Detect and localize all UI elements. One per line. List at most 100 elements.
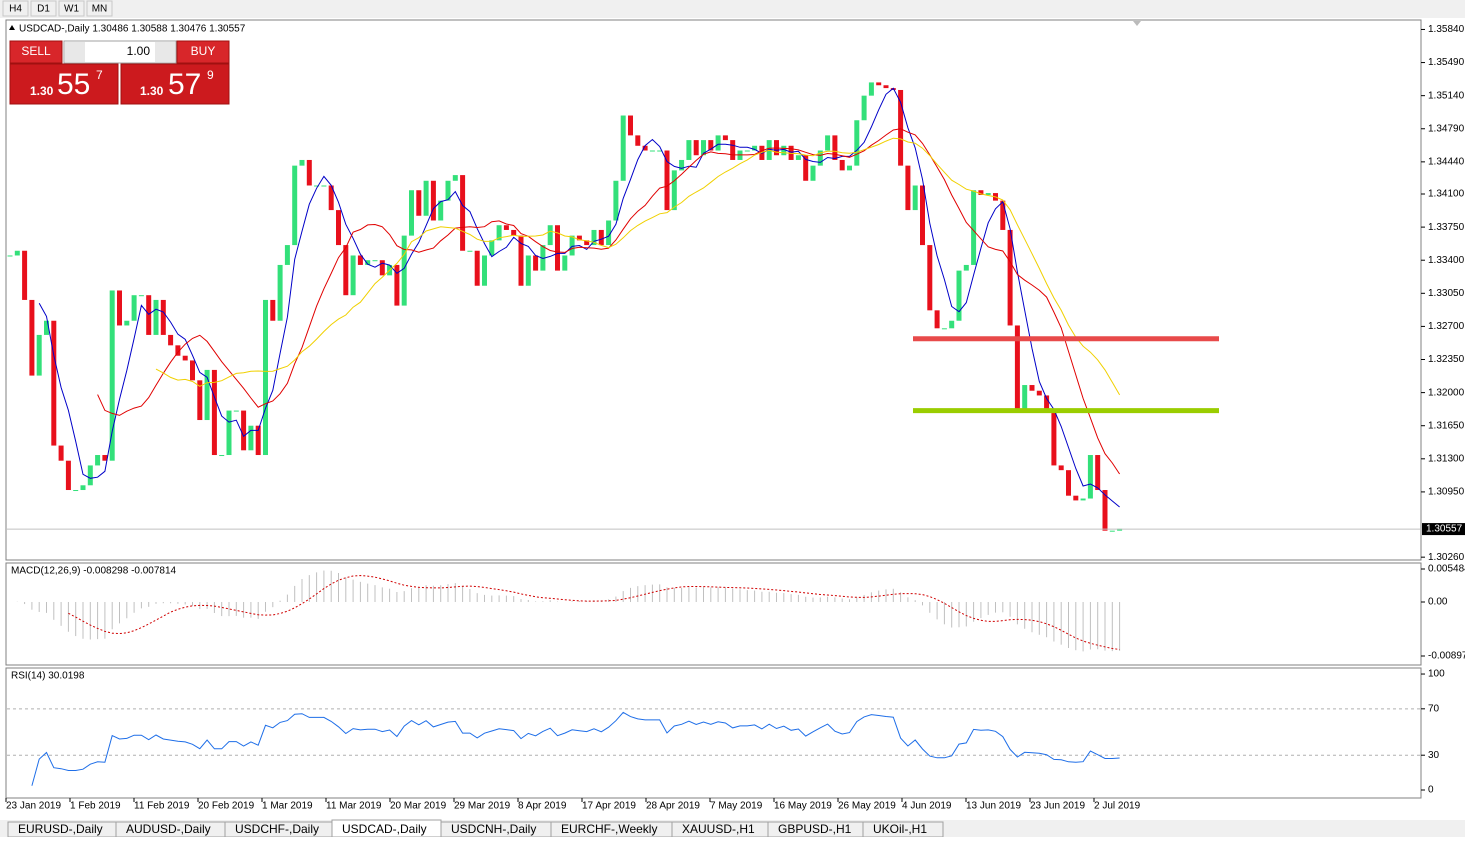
candle (423, 180, 429, 216)
candle (489, 240, 495, 256)
sell-price-box[interactable] (9, 63, 119, 105)
y-tick-label: 1.32700 (1428, 321, 1465, 332)
collapse-icon[interactable] (9, 25, 15, 30)
candle (649, 150, 655, 152)
candle (788, 145, 794, 160)
candle (905, 165, 911, 211)
y-tick-label: 1.35490 (1428, 57, 1465, 68)
x-tick-label: 4 Jun 2019 (902, 801, 952, 812)
sell-label: SELL (21, 44, 51, 58)
candle (1051, 410, 1057, 466)
candle (1007, 229, 1013, 326)
candle (292, 165, 298, 246)
toolbar (0, 0, 1465, 18)
x-tick-label: 7 May 2019 (710, 801, 763, 812)
buy-price-box[interactable] (120, 63, 230, 105)
candle (956, 270, 962, 321)
buy-button[interactable] (176, 40, 230, 64)
candle (336, 210, 341, 246)
candle (146, 295, 152, 335)
candle (730, 140, 736, 160)
candle (95, 455, 101, 466)
y-tick-label: 1.35140 (1428, 90, 1465, 101)
rsi-panel (5, 667, 1422, 799)
candle (686, 140, 692, 160)
candle (496, 225, 502, 241)
tab-label: EURCHF-,Weekly (561, 822, 657, 836)
candle (503, 225, 509, 230)
candle (416, 190, 422, 216)
candle (576, 235, 582, 241)
candle (226, 410, 232, 456)
candle (795, 155, 801, 160)
timeframe-button[interactable] (86, 0, 113, 17)
timeframe-label: D1 (37, 4, 50, 15)
timeframe-button[interactable] (30, 0, 57, 17)
candle (14, 250, 20, 256)
lot-up[interactable] (155, 42, 175, 62)
candle (175, 345, 181, 356)
candle (1080, 498, 1086, 501)
candle (482, 255, 487, 286)
timeframe-button[interactable] (58, 0, 85, 17)
candle (898, 89, 904, 166)
rsi-line (31, 711, 1120, 786)
candle (58, 445, 64, 461)
candle (642, 145, 648, 151)
macd-signal (68, 574, 1120, 650)
candle (613, 180, 619, 221)
candle (138, 295, 144, 297)
candle (1000, 200, 1006, 230)
lot-input[interactable] (63, 40, 177, 64)
candle (65, 460, 71, 491)
candle (1095, 455, 1101, 491)
candle (620, 115, 626, 181)
candle (263, 299, 268, 456)
moving-average (38, 87, 1120, 508)
candle (511, 229, 517, 236)
candle (124, 320, 130, 326)
candle (1029, 385, 1035, 391)
candle (679, 159, 685, 171)
candle (1073, 495, 1079, 501)
buy-big: 57 (168, 68, 201, 101)
candle (803, 155, 809, 181)
candle (657, 150, 663, 152)
candle (219, 455, 225, 457)
candle (460, 175, 466, 251)
y-tick-label: 30 (1428, 750, 1440, 761)
candle (876, 82, 882, 86)
y-tick-label: 1.31300 (1428, 453, 1465, 464)
candle (949, 320, 955, 329)
y-tick-label: 1.33400 (1428, 255, 1465, 266)
timeframe-button[interactable] (2, 0, 29, 17)
x-tick-label: 23 Jun 2019 (1030, 801, 1085, 812)
x-tick-label: 1 Mar 2019 (262, 801, 313, 812)
macd-title: MACD(12,26,9) -0.008298 -0.007814 (11, 566, 177, 577)
candle (197, 380, 203, 421)
shift-marker (1133, 21, 1141, 26)
candle (51, 320, 57, 446)
candle (29, 299, 35, 376)
sell-button[interactable] (9, 40, 63, 64)
x-tick-label: 16 May 2019 (774, 801, 832, 812)
candle (1058, 465, 1064, 471)
timeframe-label: H4 (9, 4, 22, 15)
candle (350, 255, 356, 296)
x-tick-label: 1 Feb 2019 (70, 801, 121, 812)
candle (204, 369, 210, 421)
lot-down[interactable] (65, 42, 85, 62)
y-tick-label: 1.30260 (1428, 552, 1465, 563)
y-tick-label: 1.34440 (1428, 156, 1465, 167)
candle (971, 190, 977, 265)
x-tick-label: 11 Feb 2019 (134, 801, 190, 812)
buy-small: 9 (207, 68, 214, 82)
candle (379, 260, 385, 276)
candle (44, 320, 49, 335)
candle (540, 245, 546, 271)
x-tick-label: 11 Mar 2019 (326, 801, 382, 812)
sell-small: 7 (96, 68, 103, 82)
sell-prefix: 1.30 (30, 84, 54, 98)
current-price-label: 1.30557 (1426, 524, 1463, 535)
candle (693, 140, 699, 156)
